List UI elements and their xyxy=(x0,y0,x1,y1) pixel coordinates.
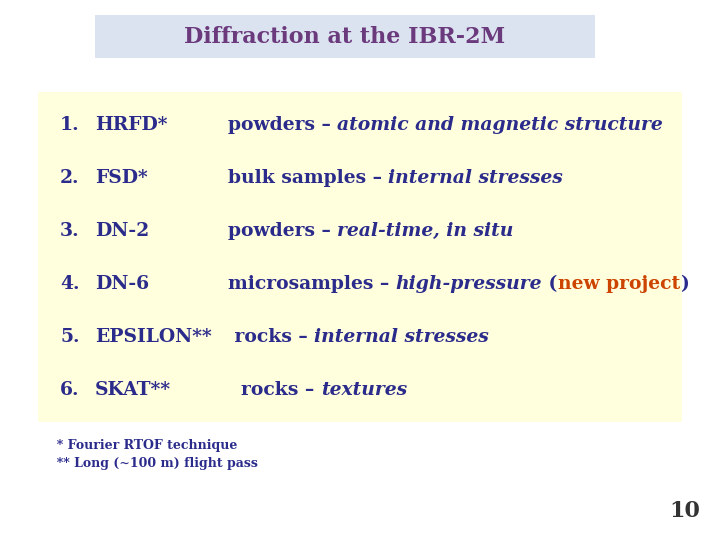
Text: 3.: 3. xyxy=(60,222,80,240)
Text: textures: textures xyxy=(320,381,407,399)
Text: 6.: 6. xyxy=(60,381,79,399)
Text: 4.: 4. xyxy=(60,275,79,293)
Text: new project: new project xyxy=(557,275,680,293)
Text: real-time, in situ: real-time, in situ xyxy=(338,222,514,240)
Text: internal stresses: internal stresses xyxy=(389,169,563,187)
Text: ): ) xyxy=(680,275,688,293)
Text: 1.: 1. xyxy=(60,116,80,134)
Text: powders –: powders – xyxy=(228,116,338,134)
Text: atomic and magnetic structure: atomic and magnetic structure xyxy=(338,116,663,134)
Text: EPSILON**: EPSILON** xyxy=(95,328,212,346)
Text: DN-2: DN-2 xyxy=(95,222,149,240)
Text: DN-6: DN-6 xyxy=(95,275,149,293)
Text: 10: 10 xyxy=(669,500,700,522)
Text: ** Long (~100 m) flight pass: ** Long (~100 m) flight pass xyxy=(48,457,258,470)
Text: internal stresses: internal stresses xyxy=(314,328,489,346)
Text: 5.: 5. xyxy=(60,328,79,346)
Text: Diffraction at the IBR-2M: Diffraction at the IBR-2M xyxy=(184,26,505,48)
FancyBboxPatch shape xyxy=(38,92,682,422)
Text: rocks –: rocks – xyxy=(228,328,314,346)
Text: rocks –: rocks – xyxy=(228,381,320,399)
Text: bulk samples –: bulk samples – xyxy=(228,169,389,187)
Text: FSD*: FSD* xyxy=(95,169,148,187)
Text: * Fourier RTOF technique: * Fourier RTOF technique xyxy=(48,438,238,451)
FancyBboxPatch shape xyxy=(95,15,595,58)
Text: (: ( xyxy=(542,275,557,293)
Text: high-pressure: high-pressure xyxy=(396,275,542,293)
Text: SKAT**: SKAT** xyxy=(95,381,171,399)
Text: 2.: 2. xyxy=(60,169,79,187)
Text: microsamples –: microsamples – xyxy=(228,275,396,293)
Text: HRFD*: HRFD* xyxy=(95,116,168,134)
Text: powders –: powders – xyxy=(228,222,338,240)
